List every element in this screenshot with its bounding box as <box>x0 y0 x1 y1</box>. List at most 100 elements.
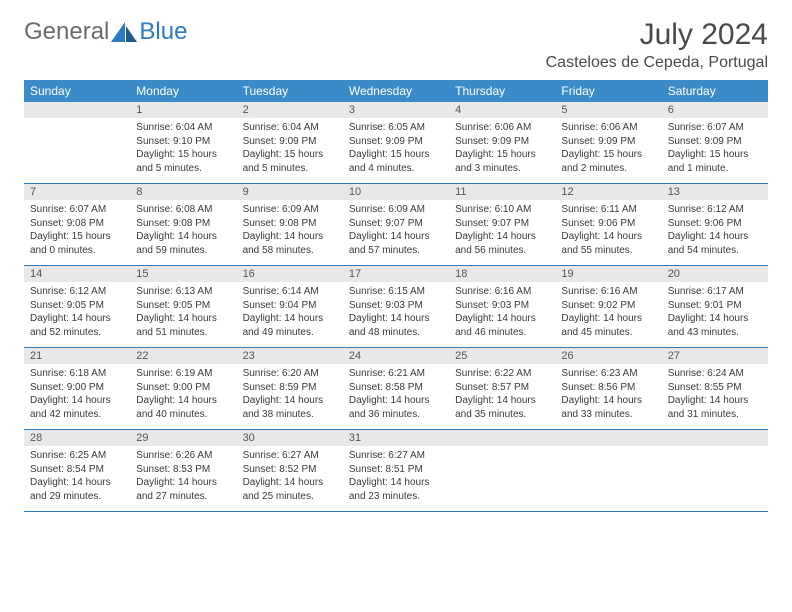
day-number: 18 <box>449 266 555 282</box>
calendar-row: 14Sunrise: 6:12 AMSunset: 9:05 PMDayligh… <box>24 266 768 348</box>
calendar-row: 28Sunrise: 6:25 AMSunset: 8:54 PMDayligh… <box>24 430 768 512</box>
day-number: 14 <box>24 266 130 282</box>
day-number: 12 <box>555 184 661 200</box>
day-content: Sunrise: 6:27 AMSunset: 8:52 PMDaylight:… <box>237 446 343 511</box>
calendar-cell: 18Sunrise: 6:16 AMSunset: 9:03 PMDayligh… <box>449 266 555 348</box>
calendar-cell: 30Sunrise: 6:27 AMSunset: 8:52 PMDayligh… <box>237 430 343 512</box>
calendar-row: 7Sunrise: 6:07 AMSunset: 9:08 PMDaylight… <box>24 184 768 266</box>
brand-part1: General <box>24 18 109 46</box>
day-number: 2 <box>237 102 343 118</box>
day-content: Sunrise: 6:20 AMSunset: 8:59 PMDaylight:… <box>237 364 343 429</box>
calendar-body: 1Sunrise: 6:04 AMSunset: 9:10 PMDaylight… <box>24 102 768 512</box>
day-content: Sunrise: 6:11 AMSunset: 9:06 PMDaylight:… <box>555 200 661 265</box>
weekday-header: Monday <box>130 80 236 102</box>
calendar-cell: 27Sunrise: 6:24 AMSunset: 8:55 PMDayligh… <box>662 348 768 430</box>
calendar-cell: 28Sunrise: 6:25 AMSunset: 8:54 PMDayligh… <box>24 430 130 512</box>
day-content: Sunrise: 6:27 AMSunset: 8:51 PMDaylight:… <box>343 446 449 511</box>
calendar-row: 1Sunrise: 6:04 AMSunset: 9:10 PMDaylight… <box>24 102 768 184</box>
day-content: Sunrise: 6:24 AMSunset: 8:55 PMDaylight:… <box>662 364 768 429</box>
calendar-cell: 3Sunrise: 6:05 AMSunset: 9:09 PMDaylight… <box>343 102 449 184</box>
calendar-cell: 6Sunrise: 6:07 AMSunset: 9:09 PMDaylight… <box>662 102 768 184</box>
sail-icon <box>111 22 137 42</box>
day-number: 21 <box>24 348 130 364</box>
day-number: 1 <box>130 102 236 118</box>
calendar-cell: 17Sunrise: 6:15 AMSunset: 9:03 PMDayligh… <box>343 266 449 348</box>
day-number: 16 <box>237 266 343 282</box>
calendar-cell: 2Sunrise: 6:04 AMSunset: 9:09 PMDaylight… <box>237 102 343 184</box>
day-content: Sunrise: 6:06 AMSunset: 9:09 PMDaylight:… <box>449 118 555 183</box>
day-number: 29 <box>130 430 236 446</box>
day-content: Sunrise: 6:04 AMSunset: 9:10 PMDaylight:… <box>130 118 236 183</box>
day-content: Sunrise: 6:09 AMSunset: 9:07 PMDaylight:… <box>343 200 449 265</box>
calendar-cell: 25Sunrise: 6:22 AMSunset: 8:57 PMDayligh… <box>449 348 555 430</box>
day-content: Sunrise: 6:13 AMSunset: 9:05 PMDaylight:… <box>130 282 236 347</box>
calendar-cell: 23Sunrise: 6:20 AMSunset: 8:59 PMDayligh… <box>237 348 343 430</box>
day-content: Sunrise: 6:14 AMSunset: 9:04 PMDaylight:… <box>237 282 343 347</box>
day-number: 4 <box>449 102 555 118</box>
month-title: July 2024 <box>546 18 768 52</box>
day-content: Sunrise: 6:16 AMSunset: 9:03 PMDaylight:… <box>449 282 555 347</box>
day-number: 5 <box>555 102 661 118</box>
weekday-header: Tuesday <box>237 80 343 102</box>
day-content: Sunrise: 6:06 AMSunset: 9:09 PMDaylight:… <box>555 118 661 183</box>
calendar-cell: 10Sunrise: 6:09 AMSunset: 9:07 PMDayligh… <box>343 184 449 266</box>
day-number: 19 <box>555 266 661 282</box>
calendar-cell: 15Sunrise: 6:13 AMSunset: 9:05 PMDayligh… <box>130 266 236 348</box>
calendar-cell <box>24 102 130 184</box>
day-number: 24 <box>343 348 449 364</box>
day-number: 31 <box>343 430 449 446</box>
day-content: Sunrise: 6:15 AMSunset: 9:03 PMDaylight:… <box>343 282 449 347</box>
calendar-cell: 1Sunrise: 6:04 AMSunset: 9:10 PMDaylight… <box>130 102 236 184</box>
day-content: Sunrise: 6:10 AMSunset: 9:07 PMDaylight:… <box>449 200 555 265</box>
location-text: Casteloes de Cepeda, Portugal <box>546 54 768 72</box>
calendar-cell: 19Sunrise: 6:16 AMSunset: 9:02 PMDayligh… <box>555 266 661 348</box>
brand-logo: General Blue <box>24 18 187 46</box>
calendar-cell: 26Sunrise: 6:23 AMSunset: 8:56 PMDayligh… <box>555 348 661 430</box>
day-number: 17 <box>343 266 449 282</box>
brand-part2: Blue <box>139 18 187 46</box>
calendar-cell: 21Sunrise: 6:18 AMSunset: 9:00 PMDayligh… <box>24 348 130 430</box>
calendar-cell: 5Sunrise: 6:06 AMSunset: 9:09 PMDaylight… <box>555 102 661 184</box>
day-number: 3 <box>343 102 449 118</box>
day-content: Sunrise: 6:04 AMSunset: 9:09 PMDaylight:… <box>237 118 343 183</box>
calendar-cell: 14Sunrise: 6:12 AMSunset: 9:05 PMDayligh… <box>24 266 130 348</box>
day-number: 25 <box>449 348 555 364</box>
day-number: 7 <box>24 184 130 200</box>
day-content: Sunrise: 6:05 AMSunset: 9:09 PMDaylight:… <box>343 118 449 183</box>
day-number: 9 <box>237 184 343 200</box>
weekday-header: Thursday <box>449 80 555 102</box>
weekday-header: Friday <box>555 80 661 102</box>
calendar-cell: 20Sunrise: 6:17 AMSunset: 9:01 PMDayligh… <box>662 266 768 348</box>
day-content: Sunrise: 6:07 AMSunset: 9:08 PMDaylight:… <box>24 200 130 265</box>
day-number: 30 <box>237 430 343 446</box>
day-content: Sunrise: 6:08 AMSunset: 9:08 PMDaylight:… <box>130 200 236 265</box>
calendar-cell: 29Sunrise: 6:26 AMSunset: 8:53 PMDayligh… <box>130 430 236 512</box>
day-number: 23 <box>237 348 343 364</box>
calendar-row: 21Sunrise: 6:18 AMSunset: 9:00 PMDayligh… <box>24 348 768 430</box>
day-number: 15 <box>130 266 236 282</box>
day-content: Sunrise: 6:22 AMSunset: 8:57 PMDaylight:… <box>449 364 555 429</box>
day-number: 13 <box>662 184 768 200</box>
calendar-cell: 12Sunrise: 6:11 AMSunset: 9:06 PMDayligh… <box>555 184 661 266</box>
day-content: Sunrise: 6:19 AMSunset: 9:00 PMDaylight:… <box>130 364 236 429</box>
day-number: 10 <box>343 184 449 200</box>
day-content: Sunrise: 6:12 AMSunset: 9:06 PMDaylight:… <box>662 200 768 265</box>
calendar-cell: 16Sunrise: 6:14 AMSunset: 9:04 PMDayligh… <box>237 266 343 348</box>
page-header: General Blue July 2024 Casteloes de Cepe… <box>24 18 768 72</box>
calendar-cell: 22Sunrise: 6:19 AMSunset: 9:00 PMDayligh… <box>130 348 236 430</box>
calendar-table: SundayMondayTuesdayWednesdayThursdayFrid… <box>24 80 768 512</box>
day-content: Sunrise: 6:12 AMSunset: 9:05 PMDaylight:… <box>24 282 130 347</box>
calendar-cell: 9Sunrise: 6:09 AMSunset: 9:08 PMDaylight… <box>237 184 343 266</box>
day-number: 11 <box>449 184 555 200</box>
calendar-cell: 11Sunrise: 6:10 AMSunset: 9:07 PMDayligh… <box>449 184 555 266</box>
day-number: 27 <box>662 348 768 364</box>
calendar-cell: 4Sunrise: 6:06 AMSunset: 9:09 PMDaylight… <box>449 102 555 184</box>
calendar-cell <box>662 430 768 512</box>
day-number: 8 <box>130 184 236 200</box>
day-content: Sunrise: 6:18 AMSunset: 9:00 PMDaylight:… <box>24 364 130 429</box>
day-content: Sunrise: 6:23 AMSunset: 8:56 PMDaylight:… <box>555 364 661 429</box>
weekday-header: Sunday <box>24 80 130 102</box>
calendar-cell: 7Sunrise: 6:07 AMSunset: 9:08 PMDaylight… <box>24 184 130 266</box>
day-content: Sunrise: 6:25 AMSunset: 8:54 PMDaylight:… <box>24 446 130 511</box>
calendar-cell: 31Sunrise: 6:27 AMSunset: 8:51 PMDayligh… <box>343 430 449 512</box>
